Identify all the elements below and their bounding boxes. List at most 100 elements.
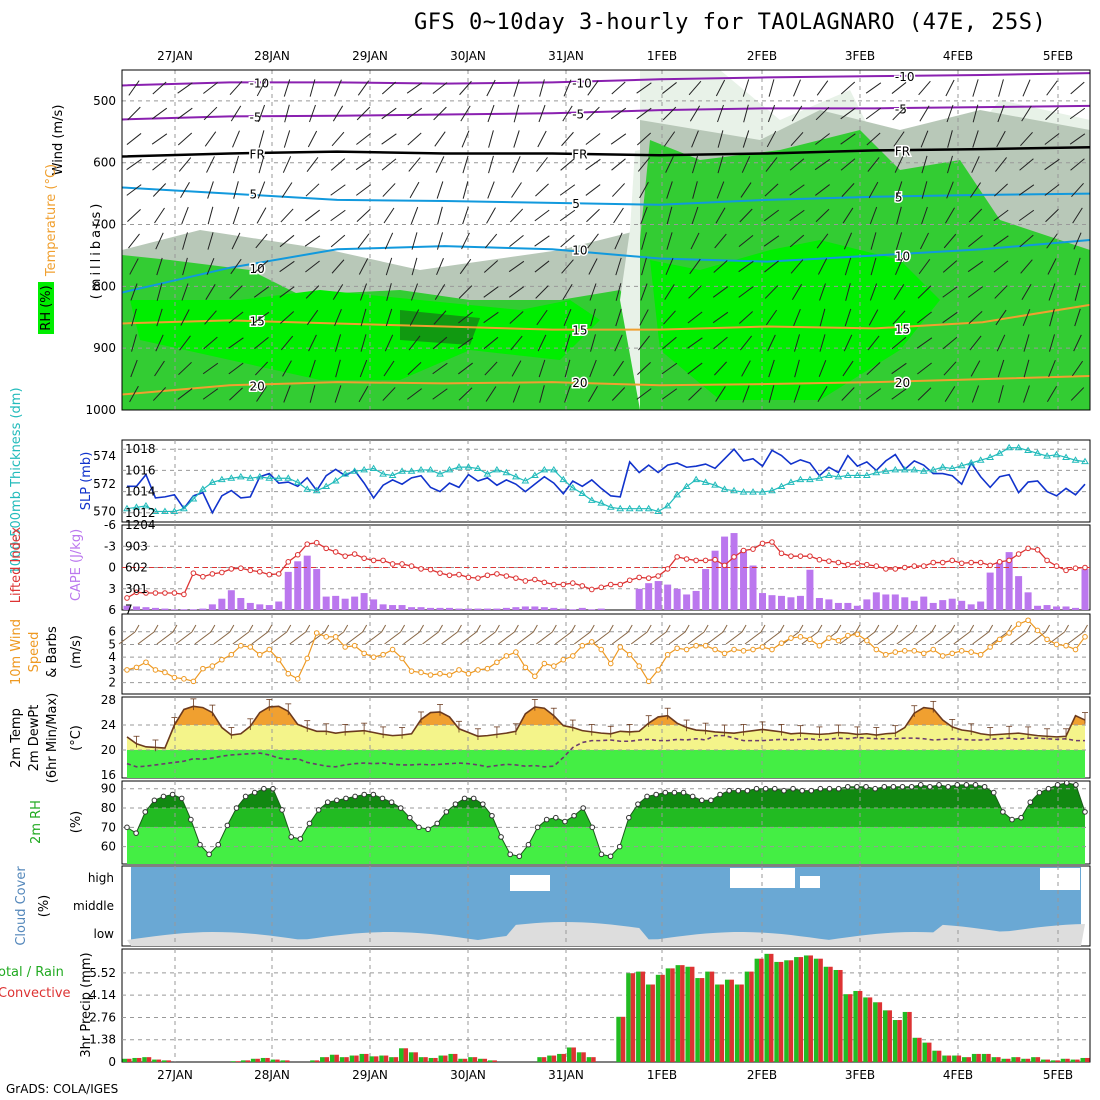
wind-barb [1044,184,1060,196]
wind-barb [764,260,779,273]
wind-barb [305,260,320,273]
rh2m-marker [945,783,951,790]
t2m-band-cool [127,749,1085,778]
wind-barb [843,334,853,352]
wind-barb-10m [611,631,629,645]
cape-bar [958,600,966,610]
wind-barb [483,286,499,298]
wind-barb [765,157,778,172]
rh2m-marker [178,795,185,802]
wind-barb [203,106,218,121]
cloud-axis-label: Cloud Cover [14,866,29,946]
wind-barb [739,311,753,324]
wind-speed-marker [911,648,918,654]
thickness-marker [445,465,454,473]
wind-speed-marker [1015,621,1022,627]
temp-contour-label: 10 [895,249,910,263]
rh2m-marker [1036,789,1043,796]
wind-barb [894,258,904,275]
wind-barb [305,285,320,299]
wind-barb [177,388,193,400]
thickness-marker [910,465,919,473]
rh2m-marker [242,793,249,800]
rh2m-marker [397,805,404,811]
precip-bar-total [1070,1059,1076,1062]
precip-bar-total [784,960,789,1062]
precip-bar-total [744,971,750,1062]
lifted-index-marker [332,549,339,555]
lifted-index-marker [389,561,396,567]
lifted-index-marker [778,550,785,557]
wind-barb [664,284,675,300]
wind-barb [280,335,294,351]
precip-bar-convective [680,965,685,1062]
rh2m-marker [160,793,167,800]
cloud-unit-label: (%) [37,895,52,918]
wind-barb [232,155,240,174]
wind-barb [483,311,499,324]
thickness-marker [388,471,397,478]
wind-barb [917,311,932,324]
wind-speed-marker [304,655,311,662]
wind-barb-10m [384,631,401,645]
temp-contour-label: 20 [895,376,910,390]
precip-bar-convective [699,978,705,1062]
wind-barb [334,308,342,327]
thickness-marker [597,499,606,506]
wind-barb [126,184,142,196]
wind-barb [970,360,981,377]
wind-barb [996,334,1006,352]
precip-bar-convective [314,1060,320,1062]
wind-barb [640,206,648,225]
wind-barb-10m [722,624,728,633]
temp-contour-10 [121,239,1091,294]
precip-bar-convective [364,1053,369,1062]
lifted-index-marker [551,581,557,588]
cape-bar [1034,605,1042,610]
thickness-marker [255,472,264,480]
wind-barb [741,360,751,377]
thickness-marker [407,467,416,474]
high-cloud-gap [510,875,550,891]
wind-speed-marker [361,650,367,657]
wind-barb-10m [551,624,557,633]
cape-bar [664,584,672,610]
precip-bar-total [794,957,799,1062]
precip-bar-total [557,1053,562,1062]
wind-barb [127,106,141,121]
cloud-layer-label: middle [73,899,114,913]
cape-bar [645,583,653,610]
wind-barb-10m [229,624,235,633]
cape-bar [1015,576,1023,610]
wind-speed-marker [1034,627,1041,634]
cape-bar [161,608,169,610]
lifted-index-marker [864,561,870,568]
wind-barb [462,206,469,225]
wind-barb [767,104,776,123]
precip-bar-total [902,1011,908,1062]
cape-bar [872,592,880,610]
rh2m-marker [343,795,349,802]
wind-barb [587,80,599,96]
thickness-marker [1062,453,1070,460]
wind-axis-label: Wind (m/s) [51,105,66,176]
precip-bar-convective [1085,1057,1090,1062]
temp-contour-label: 10 [572,243,587,257]
thickness-marker [1052,450,1061,458]
thickness-marker [312,486,321,494]
cape-bar [815,597,823,610]
top-date-label: 27JAN [157,49,193,63]
rh2m-marker [443,809,450,815]
bottom-date-label: 3FEB [845,1068,875,1082]
wind-barb-10m [213,631,231,645]
wind-barb [334,79,342,97]
precip-bar-total [971,1053,977,1062]
wind-barb [486,79,496,97]
wind-barb [228,311,244,324]
wind-barb [253,311,270,324]
wind-barb-10m [1029,631,1046,645]
wind-barb-10m [931,624,937,633]
lifted-index-marker [380,557,386,564]
thickness-marker [284,474,293,481]
lifted-index-marker [541,579,548,586]
